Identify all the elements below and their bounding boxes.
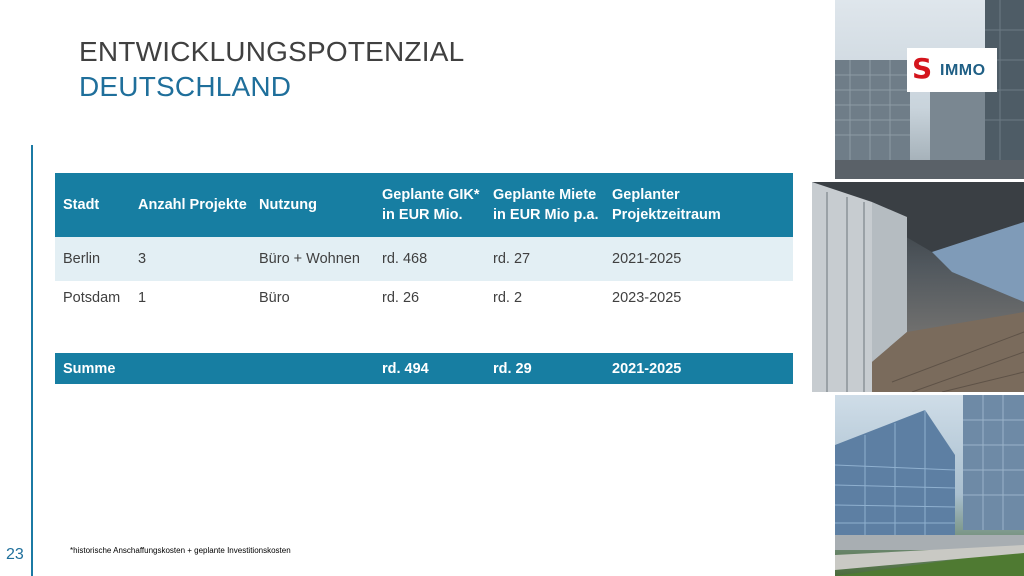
logo-letter: S [912, 52, 933, 85]
header-miete-line1: Geplante Miete [493, 187, 597, 203]
cell-anzahl: 1 [130, 281, 251, 315]
page-number: 23 [6, 546, 24, 563]
table-spacer [55, 315, 793, 353]
header-gik: Geplante GIK* in EUR Mio. [374, 173, 485, 237]
header-miete: Geplante Miete in EUR Mio p.a. [485, 173, 604, 237]
page-subtitle: DEUTSCHLAND [79, 71, 292, 102]
header-miete-line2: in EUR Mio p.a. [493, 207, 599, 223]
header-gik-line1: Geplante GIK* [382, 187, 480, 203]
sum-zeitraum: 2021-2025 [604, 353, 793, 384]
footnote: *historische Anschaffungskosten + geplan… [70, 546, 291, 555]
table-row: Berlin 3 Büro + Wohnen rd. 468 rd. 27 20… [55, 237, 793, 281]
cell-anzahl: 3 [130, 237, 251, 281]
table-header-row: Stadt Anzahl Projekte Nutzung Geplante G… [55, 173, 793, 237]
terrace-photo [812, 182, 1024, 392]
header-nutzung: Nutzung [251, 173, 374, 237]
page-title: ENTWICKLUNGSPOTENZIAL [79, 36, 465, 67]
logo-text: IMMO [940, 62, 986, 79]
header-anzahl: Anzahl Projekte [130, 173, 251, 237]
header-gik-line2: in EUR Mio. [382, 207, 463, 223]
sum-gik: rd. 494 [374, 353, 485, 384]
cell-gik: rd. 26 [374, 281, 485, 315]
cell-stadt: Berlin [55, 237, 130, 281]
header-zeitraum: Geplanter Projektzeitraum [604, 173, 793, 237]
cell-stadt: Potsdam [55, 281, 130, 315]
s-immo-logo: S IMMO [907, 48, 997, 92]
cell-nutzung: Büro [251, 281, 374, 315]
table-sum-row: Summe rd. 494 rd. 29 2021-2025 [55, 353, 793, 384]
table-row: Potsdam 1 Büro rd. 26 rd. 2 2023-2025 [55, 281, 793, 315]
cell-miete: rd. 2 [485, 281, 604, 315]
glass-building-photo [835, 395, 1024, 576]
cell-zeitraum: 2021-2025 [604, 237, 793, 281]
sum-miete: rd. 29 [485, 353, 604, 384]
glass-building-illustration [835, 395, 1024, 576]
header-stadt: Stadt [55, 173, 130, 237]
cell-gik: rd. 468 [374, 237, 485, 281]
terrace-illustration [812, 182, 1024, 392]
cell-zeitraum: 2023-2025 [604, 281, 793, 315]
header-zeitraum-line1: Geplanter [612, 187, 680, 203]
sum-label: Summe [55, 353, 374, 384]
development-table: Stadt Anzahl Projekte Nutzung Geplante G… [55, 173, 793, 384]
cell-nutzung: Büro + Wohnen [251, 237, 374, 281]
cell-miete: rd. 27 [485, 237, 604, 281]
accent-divider [31, 145, 33, 576]
header-zeitraum-line2: Projektzeitraum [612, 207, 721, 223]
